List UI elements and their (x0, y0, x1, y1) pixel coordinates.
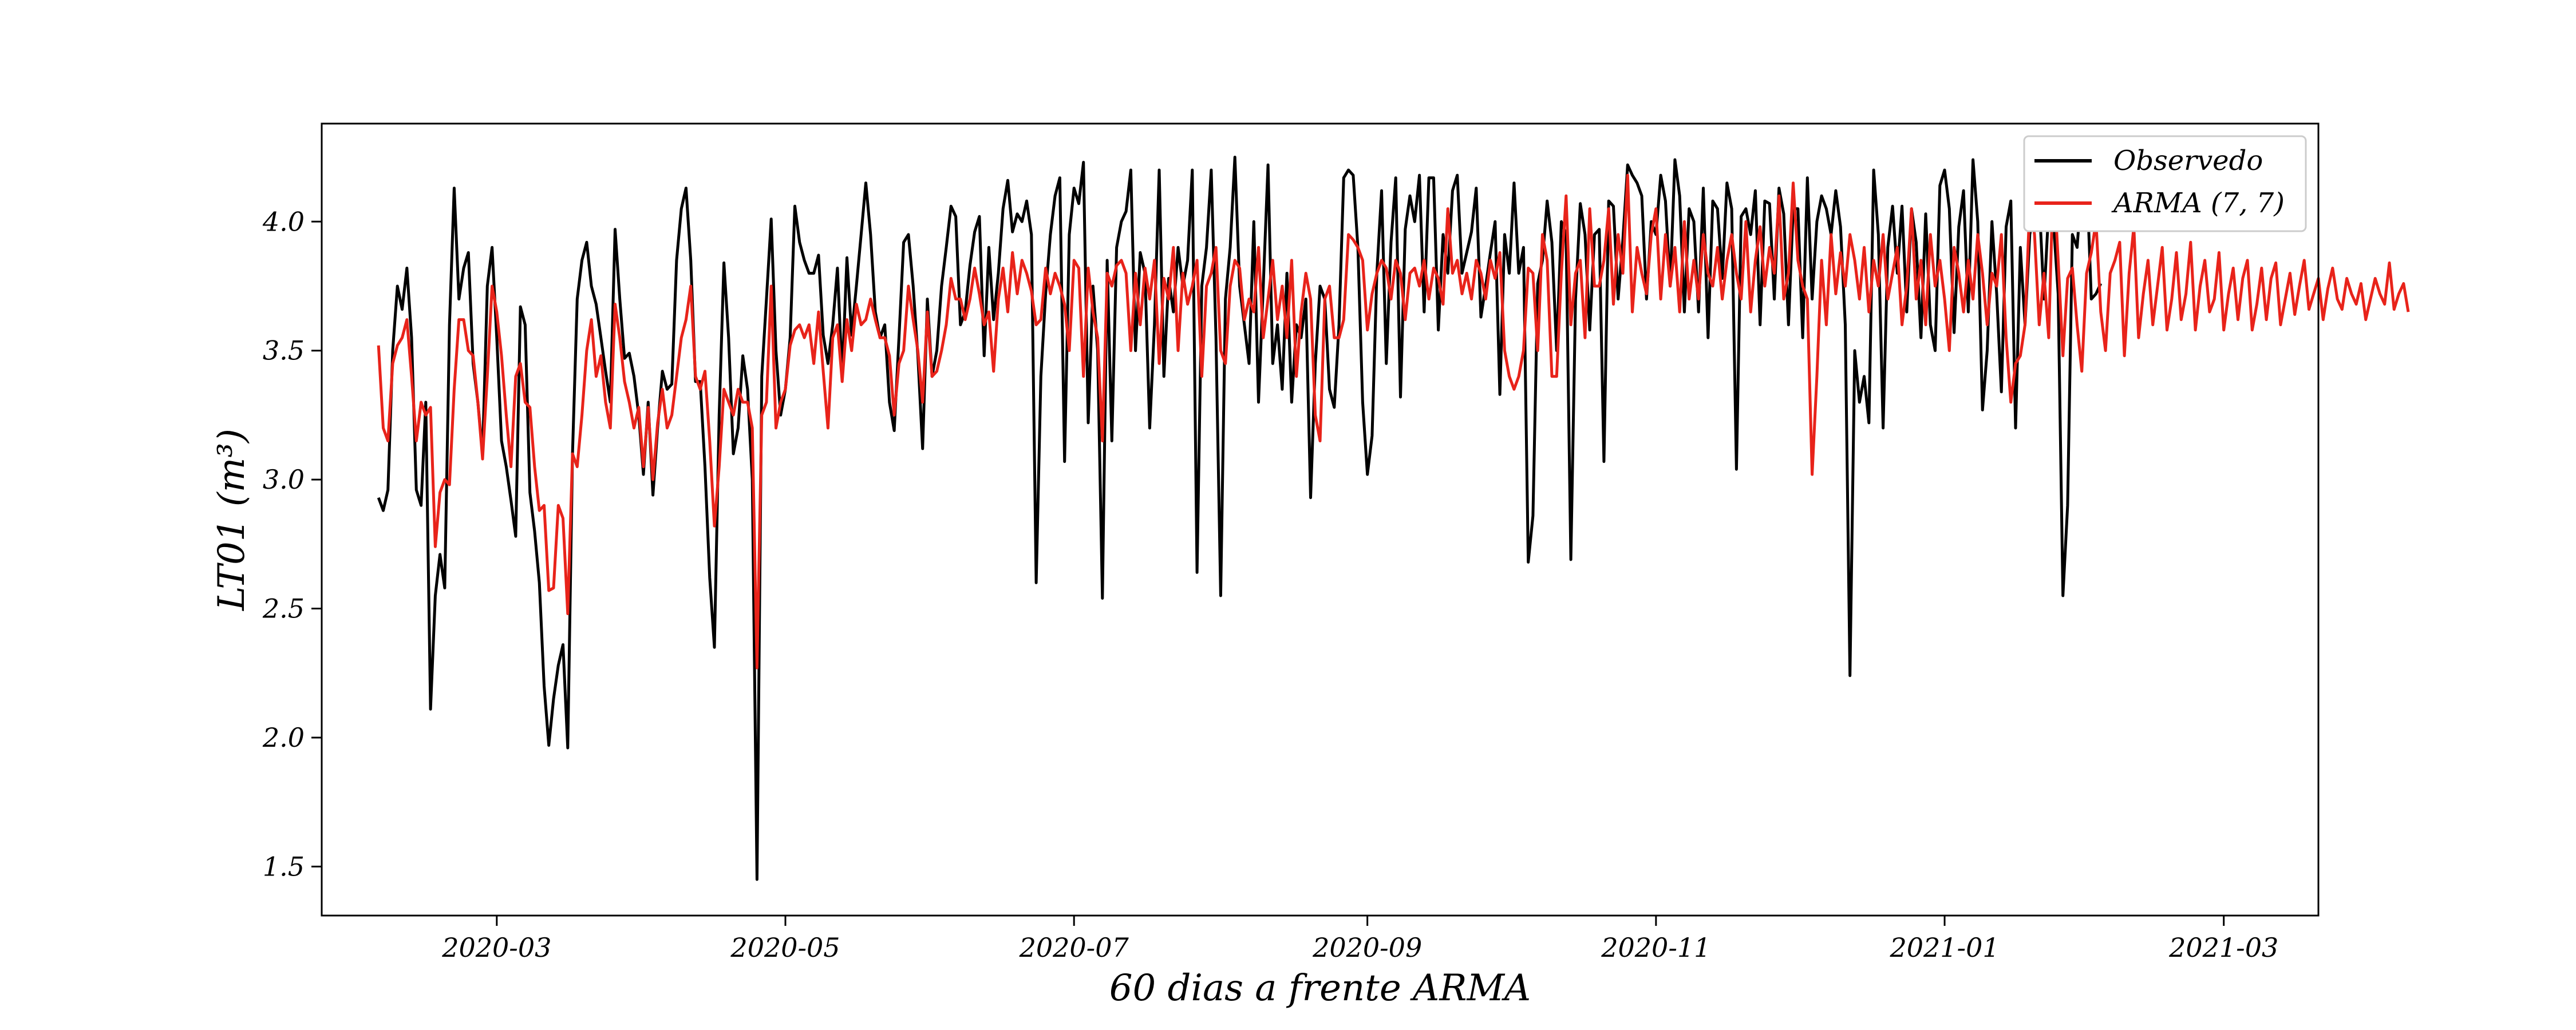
y-tick-label: 3.5 (263, 335, 305, 366)
legend-label-observedo: Observedo (2113, 145, 2263, 177)
y-tick-label: 2.5 (262, 593, 305, 624)
series-line-arma (377, 168, 2410, 670)
legend-label-arma: ARMA (7, 7) (2111, 187, 2285, 219)
x-axis: 2020-03 2020-05 2020-07 2020-09 2020-11 2021-… (441, 916, 2278, 963)
plot-frame (321, 122, 2320, 917)
x-tick-label: 2021-01 (1889, 932, 1999, 963)
x-tick-label: 2021-03 (2168, 932, 2278, 963)
x-tick-label: 2020-09 (1312, 932, 1422, 963)
y-tick-label: 4.0 (262, 206, 305, 237)
y-tick-label: 1.5 (263, 851, 305, 882)
series-layer (377, 156, 2410, 881)
plot-area (322, 124, 2318, 916)
x-axis-title: 60 dias a frente ARMA (1109, 967, 1531, 1009)
y-tick-label: 3.0 (263, 464, 305, 495)
x-tick-label: 2020-11 (1601, 932, 1710, 963)
legend-box (2023, 135, 2307, 232)
series-line-observedo (377, 156, 2103, 881)
y-axis-title: LT01 (m³) (211, 429, 253, 611)
x-tick-label: 2020-07 (1019, 932, 1129, 963)
y-axis: 1.5 2.0 2.5 3.0 3.5 4.0 (262, 206, 322, 882)
x-tick-label: 2020-05 (730, 932, 840, 963)
legend: Observedo ARMA (7, 7) (2023, 135, 2307, 232)
x-tick-label: 2020-03 (441, 932, 551, 963)
y-tick-label: 2.0 (262, 722, 305, 753)
